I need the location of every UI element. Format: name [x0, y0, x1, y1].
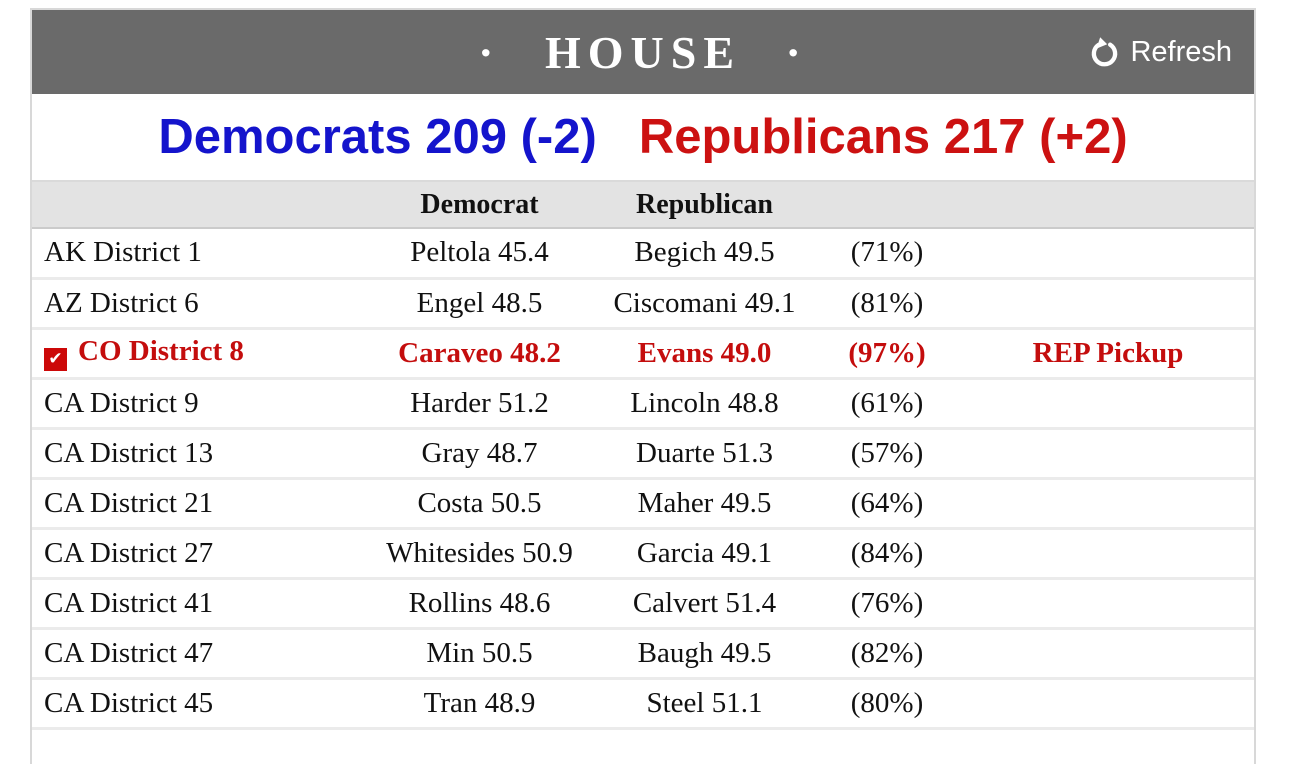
democrat-cell: Whitesides 50.9	[386, 536, 573, 569]
table-row: CA District 41 Rollins 48.6 Calvert 51.4…	[32, 578, 1254, 628]
democrat-cell: Caraveo 48.2	[398, 336, 561, 369]
table-header-row: Democrat Republican	[32, 182, 1254, 228]
district-label: CO District 8	[78, 335, 244, 367]
republican-cell: Lincoln 48.8	[630, 386, 779, 419]
district-cell: CA District 27	[44, 536, 214, 569]
district-cell: AK District 1	[44, 236, 202, 269]
republican-cell: Ciscomani 49.1	[613, 286, 796, 319]
republicans-total: Republicans 217 (+2)	[638, 110, 1128, 164]
reporting-cell: (57%)	[850, 436, 924, 469]
pickup-cell	[962, 428, 1254, 478]
republican-cell: Garcia 49.1	[636, 536, 773, 569]
page-title: · HOUSE ·	[478, 26, 808, 78]
pickup-cell	[962, 628, 1254, 678]
district-cell: CA District 45	[44, 686, 214, 719]
democrat-column-header: Democrat	[420, 188, 539, 220]
reporting-cell: (71%)	[850, 236, 924, 269]
democrats-total: Democrats 209 (-2)	[158, 110, 597, 164]
reporting-cell: (81%)	[850, 286, 924, 319]
pickup-cell	[962, 278, 1254, 328]
district-cell: CA District 41	[44, 586, 214, 619]
district-column-header	[32, 182, 362, 228]
reporting-cell: (64%)	[850, 486, 924, 519]
reporting-cell: (84%)	[850, 536, 924, 569]
republican-cell: Maher 49.5	[637, 486, 772, 519]
race-called-checkmark-icon: ✔	[44, 348, 67, 371]
pickup-cell	[962, 578, 1254, 628]
reporting-cell: (82%)	[850, 636, 924, 669]
reporting-cell: (61%)	[850, 386, 924, 419]
democrat-cell: Rollins 48.6	[408, 586, 551, 619]
table-row: CA District 13 Gray 48.7 Duarte 51.3 (57…	[32, 428, 1254, 478]
republican-cell: Begich 49.5	[634, 236, 775, 269]
reporting-cell: (80%)	[850, 686, 924, 719]
pickup-column-header	[962, 182, 1254, 228]
republican-column-header: Republican	[636, 188, 773, 220]
title-bar: · HOUSE · Refresh	[32, 10, 1254, 94]
table-row: AK District 1 Peltola 45.4 Begich 49.5 (…	[32, 228, 1254, 278]
district-cell: CA District 47	[44, 636, 214, 669]
district-cell: CA District 9	[44, 386, 199, 419]
table-row: CA District 47 Min 50.5 Baugh 49.5 (82%)	[32, 628, 1254, 678]
democrat-cell: Costa 50.5	[417, 486, 542, 519]
republican-cell: Calvert 51.4	[632, 586, 777, 619]
republican-cell: Steel 51.1	[646, 686, 763, 719]
table-row: CA District 27 Whitesides 50.9 Garcia 49…	[32, 528, 1254, 578]
refresh-icon	[1088, 36, 1121, 69]
democrat-cell: Peltola 45.4	[410, 236, 549, 269]
district-cell: AZ District 6	[44, 286, 199, 319]
republican-cell: Duarte 51.3	[636, 436, 773, 469]
democrat-cell: Harder 51.2	[410, 386, 549, 419]
democrat-cell: Gray 48.7	[421, 436, 538, 469]
seat-summary: Democrats 209 (-2) Republicans 217 (+2)	[32, 94, 1254, 182]
democrat-cell: Min 50.5	[426, 636, 533, 669]
pickup-cell: REP Pickup	[1032, 336, 1184, 369]
results-table: Democrat Republican AK District 1 Peltol…	[32, 182, 1254, 730]
reporting-column-header	[812, 182, 962, 228]
house-results-panel: · HOUSE · Refresh Democrats 209 (-2) Rep…	[30, 8, 1256, 764]
pickup-cell	[962, 678, 1254, 728]
refresh-label: Refresh	[1130, 35, 1232, 68]
pickup-cell	[962, 378, 1254, 428]
table-row: CA District 45 Tran 48.9 Steel 51.1 (80%…	[32, 678, 1254, 728]
district-cell: ✔ CO District 8	[32, 328, 362, 378]
pickup-cell	[962, 478, 1254, 528]
district-cell: CA District 13	[44, 436, 214, 469]
refresh-button[interactable]: Refresh	[1088, 10, 1232, 94]
district-cell: CA District 21	[44, 486, 214, 519]
pickup-cell	[962, 528, 1254, 578]
reporting-cell: (76%)	[850, 586, 924, 619]
table-row: CA District 21 Costa 50.5 Maher 49.5 (64…	[32, 478, 1254, 528]
table-row-rep-pickup: ✔ CO District 8 Caraveo 48.2 Evans 49.0 (…	[32, 328, 1254, 378]
table-row: AZ District 6 Engel 48.5 Ciscomani 49.1 …	[32, 278, 1254, 328]
reporting-cell: (97%)	[848, 336, 926, 369]
pickup-cell	[962, 228, 1254, 278]
democrat-cell: Tran 48.9	[423, 686, 536, 719]
republican-cell: Baugh 49.5	[637, 636, 772, 669]
table-row: CA District 9 Harder 51.2 Lincoln 48.8 (…	[32, 378, 1254, 428]
democrat-cell: Engel 48.5	[416, 286, 543, 319]
republican-cell: Evans 49.0	[637, 336, 772, 369]
